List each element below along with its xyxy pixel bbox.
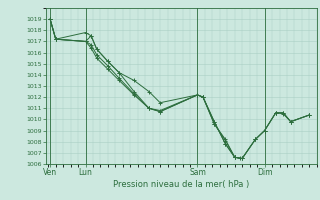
X-axis label: Pression niveau de la mer( hPa ): Pression niveau de la mer( hPa ): [114, 180, 250, 189]
